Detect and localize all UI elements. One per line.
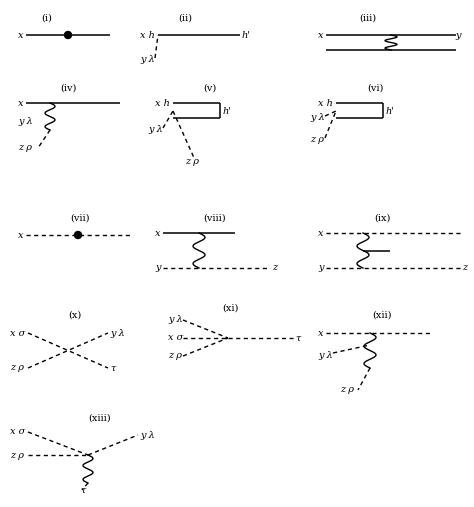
Text: y λ: y λ: [110, 329, 125, 338]
Text: x σ: x σ: [10, 329, 25, 338]
Text: (xiii): (xiii): [89, 414, 111, 422]
Text: z ρ: z ρ: [168, 351, 182, 360]
Text: (ix): (ix): [374, 213, 390, 223]
Text: h': h': [386, 106, 395, 116]
Text: τ: τ: [295, 334, 301, 343]
Text: x h: x h: [140, 30, 155, 40]
Text: y: y: [455, 30, 461, 40]
Text: h': h': [242, 30, 251, 40]
Text: y: y: [318, 264, 323, 272]
Text: x σ: x σ: [10, 427, 25, 437]
Text: z: z: [462, 264, 467, 272]
Text: x h: x h: [318, 98, 333, 107]
Text: h': h': [223, 106, 232, 116]
Text: x: x: [18, 30, 24, 40]
Text: y λ: y λ: [318, 350, 333, 359]
Text: x: x: [318, 329, 323, 338]
Text: z ρ: z ρ: [18, 143, 32, 153]
Text: y λ: y λ: [310, 114, 325, 123]
Text: (ii): (ii): [178, 14, 192, 22]
Text: z ρ: z ρ: [340, 385, 354, 394]
Text: x: x: [318, 229, 323, 237]
Text: y λ: y λ: [18, 118, 33, 127]
Text: (xii): (xii): [372, 310, 392, 319]
Text: (iii): (iii): [359, 14, 376, 22]
Text: y λ: y λ: [140, 430, 155, 440]
Text: y λ: y λ: [168, 315, 183, 324]
Text: x h: x h: [155, 98, 170, 107]
Text: z ρ: z ρ: [185, 158, 199, 166]
Text: (xi): (xi): [222, 304, 238, 312]
Text: (v): (v): [203, 84, 217, 92]
Text: z ρ: z ρ: [310, 135, 324, 144]
Text: y: y: [155, 264, 161, 272]
Text: x: x: [318, 30, 323, 40]
Text: y λ: y λ: [148, 126, 163, 134]
Text: τ: τ: [80, 486, 85, 494]
Text: x: x: [155, 229, 161, 237]
Text: (viii): (viii): [204, 213, 226, 223]
Circle shape: [64, 31, 72, 39]
Text: (i): (i): [42, 14, 53, 22]
Text: z ρ: z ρ: [10, 364, 24, 373]
Text: x: x: [18, 231, 24, 239]
Text: x σ: x σ: [168, 334, 183, 343]
Text: z ρ: z ρ: [10, 451, 24, 459]
Text: (vi): (vi): [367, 84, 383, 92]
Text: x: x: [18, 98, 24, 107]
Text: (vii): (vii): [70, 213, 90, 223]
Text: z: z: [272, 264, 277, 272]
Text: τ: τ: [110, 364, 115, 373]
Circle shape: [74, 232, 82, 238]
Text: (iv): (iv): [60, 84, 76, 92]
Text: y λ: y λ: [140, 55, 155, 64]
Text: (x): (x): [68, 310, 82, 319]
